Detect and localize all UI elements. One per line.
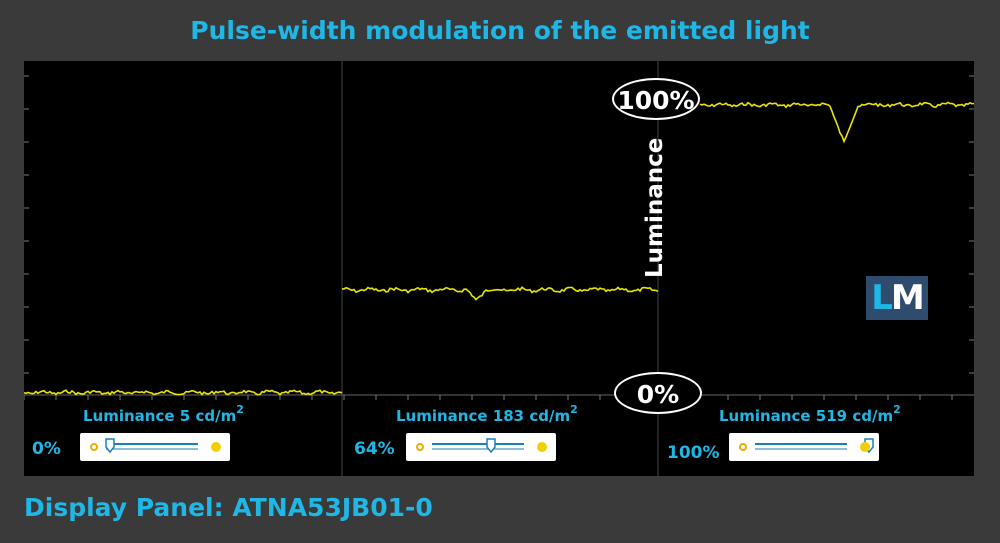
segment-1-brightness-slider — [80, 433, 230, 461]
segment-2-brightness-slider — [406, 433, 556, 461]
bright-sun-icon — [860, 442, 870, 452]
max-marker: 100% — [612, 78, 700, 120]
segment-2-luminance-value: 183 cd/m — [492, 407, 571, 425]
segment-2-luminance-prefix: Luminance — [396, 407, 488, 425]
dim-sun-icon — [90, 443, 98, 451]
slider-knob — [486, 438, 496, 454]
segment-1-luminance-prefix: Luminance — [83, 407, 175, 425]
oscilloscope-plot — [24, 61, 974, 476]
segment-1-luminance-value: 5 cd/m — [179, 407, 237, 425]
plot-svg — [24, 61, 974, 476]
segment-1-brightness: 0% — [32, 439, 61, 459]
segment-1-luminance: Luminance 5 cd/m2 — [83, 403, 244, 425]
zero-marker: 0% — [614, 372, 702, 414]
segment-3-unit-exponent: 2 — [893, 403, 901, 416]
segment-3-luminance-value: 519 cd/m — [815, 407, 894, 425]
segment-2-luminance: Luminance 183 cd/m2 — [396, 403, 578, 425]
segment-3-luminance: Luminance 519 cd/m2 — [719, 403, 901, 425]
trace-segment-1 — [24, 389, 343, 396]
bright-sun-icon — [537, 442, 547, 452]
segment-1-unit-exponent: 2 — [236, 403, 244, 416]
trace-segment-2 — [342, 286, 659, 301]
logo-letter-m: M — [890, 278, 925, 318]
segment-3-luminance-prefix: Luminance — [719, 407, 811, 425]
logo-letter-l: L — [871, 278, 893, 318]
segment-2-unit-exponent: 2 — [570, 403, 578, 416]
trace-segment-3 — [699, 101, 974, 144]
bright-sun-icon — [211, 442, 221, 452]
segment-3-brightness-slider — [729, 433, 879, 461]
chart-title: Pulse-width modulation of the emitted li… — [190, 16, 810, 45]
y-axis-label: Luminance — [642, 137, 668, 278]
slider-3-graphic — [739, 438, 874, 454]
slider-2-graphic — [416, 438, 547, 454]
slider-knob — [105, 438, 115, 454]
segment-2-brightness: 64% — [354, 439, 395, 459]
slider-1-graphic — [90, 438, 221, 454]
display-panel-label: Display Panel: ATNA53JB01-0 — [24, 493, 433, 522]
segment-3-brightness: 100% — [667, 443, 720, 463]
dim-sun-icon — [416, 443, 424, 451]
lm-logo: LM — [866, 276, 928, 320]
dim-sun-icon — [739, 443, 747, 451]
